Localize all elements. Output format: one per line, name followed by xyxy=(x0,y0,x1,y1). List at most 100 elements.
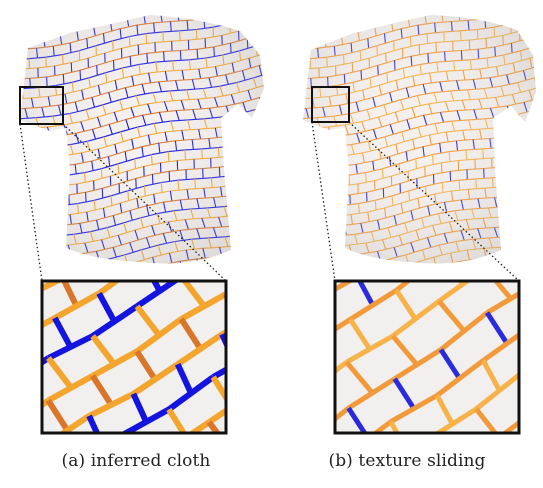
zoom-brick-a-edge xyxy=(90,374,114,407)
zoom-brick-b-edge xyxy=(390,334,420,368)
brick-a-edge xyxy=(224,267,225,277)
brick-a-edge xyxy=(167,1,184,2)
zoom-brick-b-edge xyxy=(433,406,478,433)
brick-a-edge xyxy=(0,30,16,31)
brick-b-edge xyxy=(324,185,342,188)
brick-b-edge xyxy=(289,269,306,272)
brick-b-edge xyxy=(299,249,302,259)
brick-b-edge xyxy=(273,112,276,122)
zoom-brick-a-edge xyxy=(206,420,222,433)
brick-b-edge xyxy=(521,266,522,276)
brick-b-edge xyxy=(303,107,307,111)
brick-b-edge xyxy=(303,238,308,249)
brick-a-edge xyxy=(10,10,13,20)
brick-a-edge xyxy=(46,224,64,227)
brick-b-edge xyxy=(445,265,447,275)
brick-a-edge xyxy=(64,155,68,166)
brick-a-edge xyxy=(77,0,80,9)
brick-b-edge xyxy=(282,249,299,252)
zoom-brick-a-edge xyxy=(130,392,150,425)
brick-a-edge xyxy=(1,179,18,182)
brick-a-edge xyxy=(13,230,15,240)
brick-a-edge xyxy=(20,68,22,71)
brick-a-edge xyxy=(24,269,27,279)
brick-b-edge xyxy=(532,207,536,214)
brick-b-edge xyxy=(317,217,320,228)
brick-a-edge xyxy=(8,269,25,272)
brick-b-edge xyxy=(322,165,340,168)
brick-b-edge xyxy=(508,0,525,4)
zoom-brick-b-edge xyxy=(347,376,397,411)
brick-b-edge xyxy=(268,151,285,154)
brick-a-edge xyxy=(20,27,33,31)
zoom-brick-b-edge xyxy=(496,146,542,182)
brick-a-edge xyxy=(33,177,36,188)
brick-a-edge xyxy=(117,5,134,9)
brick-b-edge xyxy=(495,127,499,138)
brick-b-edge xyxy=(285,149,302,151)
zoom-brick-b-edge xyxy=(535,194,543,224)
brick-a-edge xyxy=(0,40,10,42)
brick-a-edge xyxy=(238,25,256,32)
brick-b-edge xyxy=(528,251,536,256)
brick-b-edge xyxy=(436,0,439,2)
brick-a-edge xyxy=(251,207,264,214)
brick-b-edge xyxy=(286,20,289,30)
brick-b-edge xyxy=(328,156,332,168)
brick-b-edge xyxy=(431,2,448,3)
zoom-brick-b-edge xyxy=(265,217,311,243)
brick-a-edge xyxy=(250,275,251,285)
brick-b-edge xyxy=(303,216,318,220)
brick-b-edge xyxy=(527,254,531,264)
brick-a-edge xyxy=(190,268,207,270)
zoom-brick-a-edge xyxy=(226,254,248,283)
brick-a-edge xyxy=(230,192,248,197)
brick-a-edge xyxy=(246,15,264,20)
brick-a-edge xyxy=(261,168,263,179)
brick-a-edge xyxy=(133,3,150,5)
brick-b-edge xyxy=(522,234,527,246)
brick-a-edge xyxy=(45,226,50,237)
brick-a-edge xyxy=(82,15,100,20)
brick-a-edge xyxy=(207,268,208,278)
brick-b-edge xyxy=(428,270,430,280)
brick-a-edge xyxy=(16,331,17,341)
brick-a-edge xyxy=(257,200,261,211)
brick-b-edge xyxy=(313,308,314,318)
brick-b-edge xyxy=(321,235,338,238)
zoom-brick-a-edge xyxy=(120,474,142,488)
zoom-brick-a-edge xyxy=(123,406,171,433)
brick-b-edge xyxy=(327,287,329,297)
zoom-brick-a-edge xyxy=(52,316,74,349)
brick-a-edge xyxy=(0,60,12,62)
brick-a-edge xyxy=(229,226,234,237)
zoom-brick-b-edge xyxy=(384,481,430,488)
brick-a-edge xyxy=(240,262,258,264)
brick-b-edge xyxy=(375,0,378,4)
brick-b-edge xyxy=(303,227,311,231)
brick-a-edge xyxy=(0,1,2,11)
brick-b-edge xyxy=(341,4,344,14)
brick-b-edge xyxy=(283,199,300,202)
brick-b-edge xyxy=(516,211,534,216)
brick-b-edge xyxy=(536,21,543,26)
zoom-brick-a-edge xyxy=(213,0,257,21)
zoom-brick-b-edge xyxy=(394,288,418,322)
brick-a-edge xyxy=(60,205,63,216)
brick-a-edge xyxy=(194,8,211,10)
zoom-brick-b-edge xyxy=(348,318,372,351)
zoom-brick-a-edge xyxy=(134,304,162,338)
brick-a-edge xyxy=(229,18,247,25)
brick-b-edge xyxy=(496,125,514,129)
brick-b-edge xyxy=(331,326,332,336)
brick-a-edge xyxy=(20,137,26,141)
brick-a-edge xyxy=(13,289,30,292)
brick-a-edge xyxy=(43,185,61,188)
brick-b-edge xyxy=(321,297,322,307)
zoom-brick-a-edge xyxy=(134,349,159,383)
brick-a-edge xyxy=(28,257,34,264)
brick-a-edge xyxy=(0,140,9,143)
brick-b-edge xyxy=(538,263,539,273)
brick-a-edge xyxy=(13,79,14,89)
brick-a-edge xyxy=(29,227,33,238)
